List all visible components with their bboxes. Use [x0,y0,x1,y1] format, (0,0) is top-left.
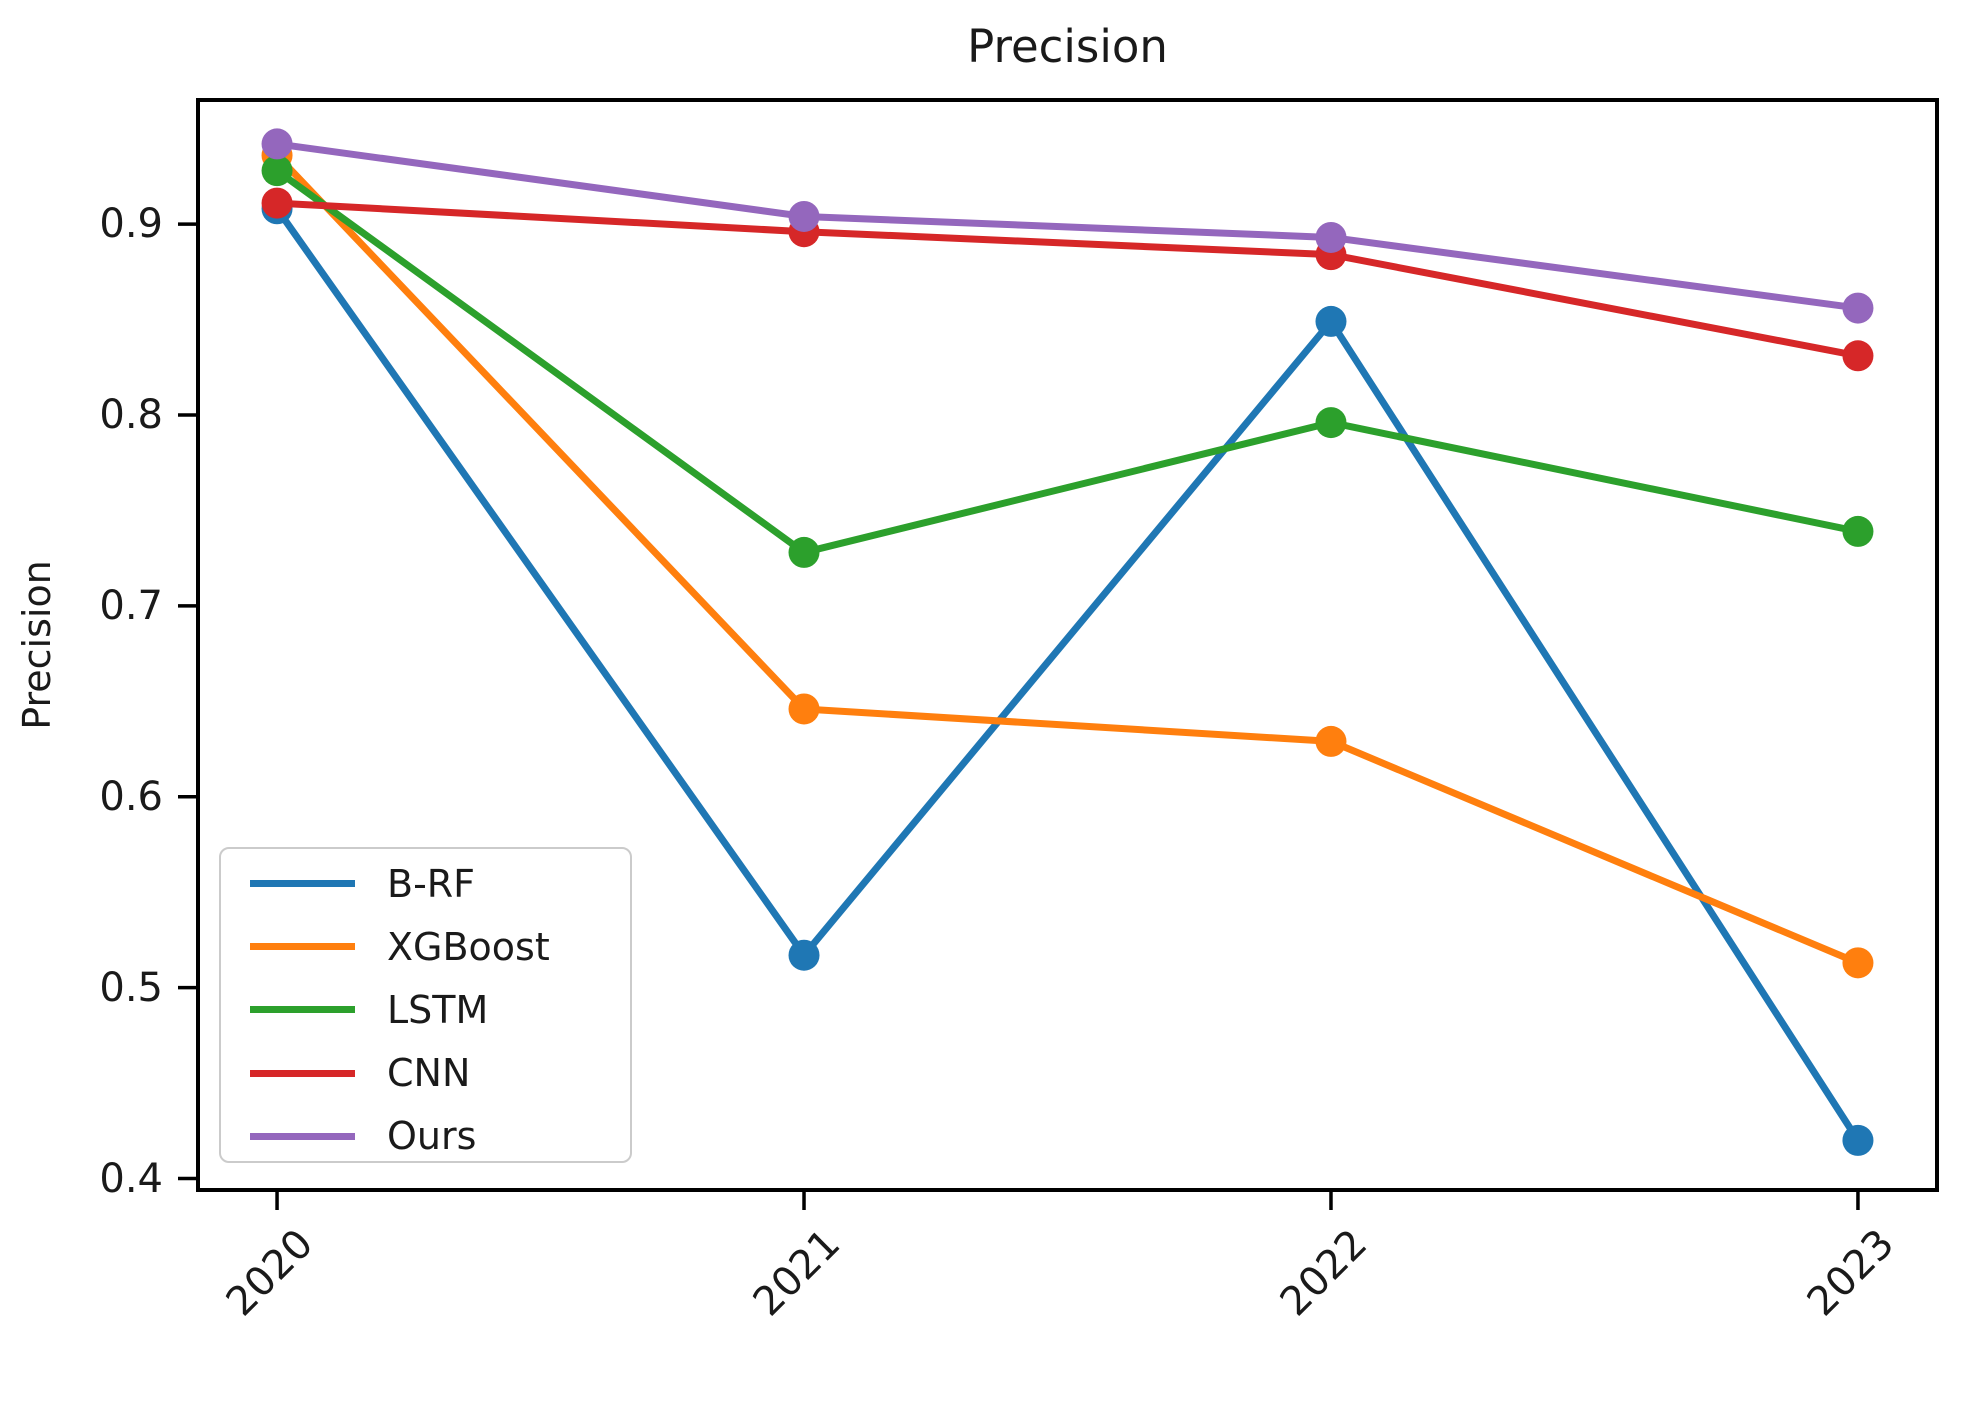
series-line-XGBoost [273,151,1862,967]
legend-label: Ours [387,1114,477,1159]
legend: B-RF XGBoost LSTM CNN Ours [219,847,632,1163]
plot-area [178,98,1939,1210]
y-tick-label: 0.4 [99,1155,163,1202]
series-line-LSTM [273,167,1862,556]
y-tick-label: 0.8 [99,391,163,438]
data-point-XGBoost [1315,725,1347,757]
data-point-B-RF [1842,1124,1874,1156]
legend-item-B-RF: B-RF [250,852,475,915]
y-tick-label: 0.9 [99,201,163,248]
data-point-CNN [1842,340,1874,372]
data-point-LSTM [1842,515,1874,547]
series-line-B-RF [273,205,1862,1144]
legend-line-swatch [250,1069,355,1077]
legend-item-XGBoost: XGBoost [250,915,550,978]
legend-label: B-RF [387,861,476,906]
legend-label: LSTM [387,987,489,1032]
data-point-XGBoost [788,693,820,725]
data-point-LSTM [788,536,820,568]
series-line-Ours [273,140,1862,312]
legend-line-swatch [250,880,355,887]
data-point-LSTM [1315,407,1347,439]
legend-line-swatch [250,943,355,951]
legend-label: XGBoost [387,924,550,969]
data-point-B-RF [788,939,820,971]
series-line-CNN [273,199,1862,360]
legend-line-swatch [250,1006,355,1014]
legend-line-swatch [250,1132,355,1140]
y-tick-label: 0.5 [99,964,163,1011]
data-point-XGBoost [1842,947,1874,979]
data-point-Ours [1842,292,1874,324]
legend-item-LSTM: LSTM [250,978,488,1041]
figure: Precision Precision 0.4 0.5 0.6 0.7 0.8 0.9 20… [15,20,1939,1326]
legend-item-Ours: Ours [250,1105,476,1168]
legend-label: CNN [387,1051,471,1096]
data-point-CNN [261,187,293,219]
data-point-Ours [261,128,293,160]
axes-frame [196,98,1939,1192]
data-point-Ours [788,200,820,232]
y-tick-label: 0.6 [99,773,163,820]
y-tick-label: 0.7 [99,582,163,629]
legend-item-CNN: CNN [250,1042,470,1105]
chart-title: Precision [967,20,1168,73]
data-point-Ours [1315,221,1347,253]
data-point-LSTM [261,155,293,187]
data-point-B-RF [1315,305,1347,337]
